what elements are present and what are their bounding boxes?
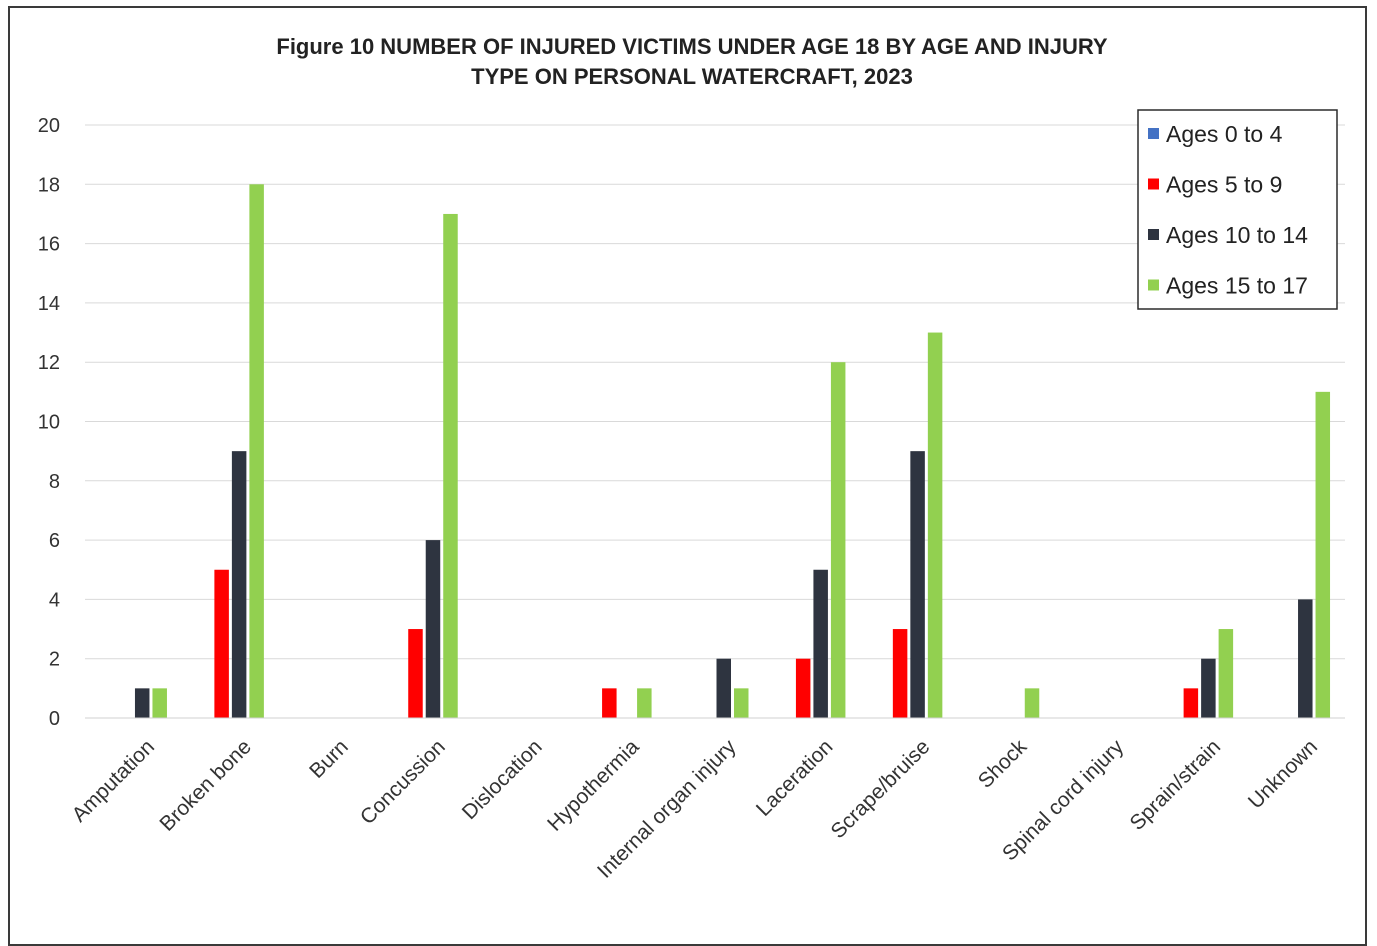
- y-tick-label: 20: [38, 115, 60, 137]
- y-tick-label: 14: [38, 293, 60, 315]
- x-category-label: Shock: [974, 735, 1032, 793]
- bar: [443, 213, 458, 718]
- bar: [892, 629, 908, 718]
- legend-box: [1137, 109, 1338, 310]
- bar: [214, 569, 229, 718]
- bar: [734, 688, 749, 718]
- x-category-label: Amputation: [68, 735, 159, 826]
- bar: [830, 362, 846, 718]
- legend-swatch: [1148, 279, 1159, 291]
- legend-swatch: [1148, 178, 1159, 190]
- bar: [408, 629, 423, 718]
- chart-title-line1: Figure 10 NUMBER OF INJURED VICTIMS UNDE…: [276, 34, 1108, 59]
- y-tick-label: 12: [38, 352, 60, 374]
- bar: [927, 332, 943, 718]
- legend-label: Ages 5 to 9: [1166, 172, 1282, 198]
- bar: [1298, 599, 1313, 718]
- bar: [910, 451, 925, 718]
- legend-swatch: [1148, 229, 1159, 240]
- bar: [249, 184, 264, 719]
- bar: [231, 451, 247, 718]
- bar: [1183, 688, 1199, 718]
- y-tick-label: 10: [38, 412, 60, 434]
- x-category-label: Laceration: [752, 735, 838, 821]
- bar: [152, 688, 167, 718]
- y-axis-ticks: 0 2 4 6 8 10 12 14 16 18 20: [38, 115, 60, 730]
- x-category-label: Hypothermia: [543, 735, 644, 836]
- y-tick-label: 8: [49, 471, 60, 493]
- bar: [716, 658, 731, 718]
- x-category-label: Concussion: [356, 735, 450, 829]
- bar: [1218, 629, 1234, 718]
- y-tick-label: 16: [38, 234, 60, 256]
- chart-title-line2: TYPE ON PERSONAL WATERCRAFT, 2023: [471, 64, 913, 89]
- x-category-label: Sprain/strain: [1126, 735, 1226, 835]
- x-category-label: Unknown: [1244, 735, 1322, 813]
- y-tick-label: 4: [49, 589, 60, 611]
- bar: [795, 658, 811, 718]
- gridlines: [85, 124, 1345, 660]
- legend-label: Ages 15 to 17: [1166, 273, 1308, 299]
- bar: [602, 688, 617, 718]
- bar: [425, 540, 441, 718]
- x-category-label: Broken bone: [155, 735, 255, 835]
- bar: [813, 569, 828, 718]
- y-tick-label: 0: [49, 708, 60, 730]
- y-tick-label: 18: [38, 174, 60, 196]
- x-category-label: Dislocation: [458, 735, 547, 824]
- legend-swatch: [1148, 128, 1159, 139]
- bars: [134, 184, 1331, 719]
- y-tick-label: 6: [49, 530, 60, 552]
- bar: [1024, 688, 1040, 718]
- bar: [637, 688, 652, 718]
- bar: [1315, 391, 1331, 718]
- legend: Ages 0 to 4 Ages 5 to 9 Ages 10 to 14 Ages …: [1137, 109, 1338, 310]
- x-category-label: Burn: [305, 735, 353, 783]
- x-category-label: Scrape/bruise: [826, 735, 934, 843]
- legend-label: Ages 10 to 14: [1166, 222, 1308, 248]
- y-tick-label: 2: [49, 649, 60, 671]
- bar: [134, 688, 150, 718]
- legend-label: Ages 0 to 4: [1166, 121, 1283, 147]
- bar: [1201, 658, 1216, 718]
